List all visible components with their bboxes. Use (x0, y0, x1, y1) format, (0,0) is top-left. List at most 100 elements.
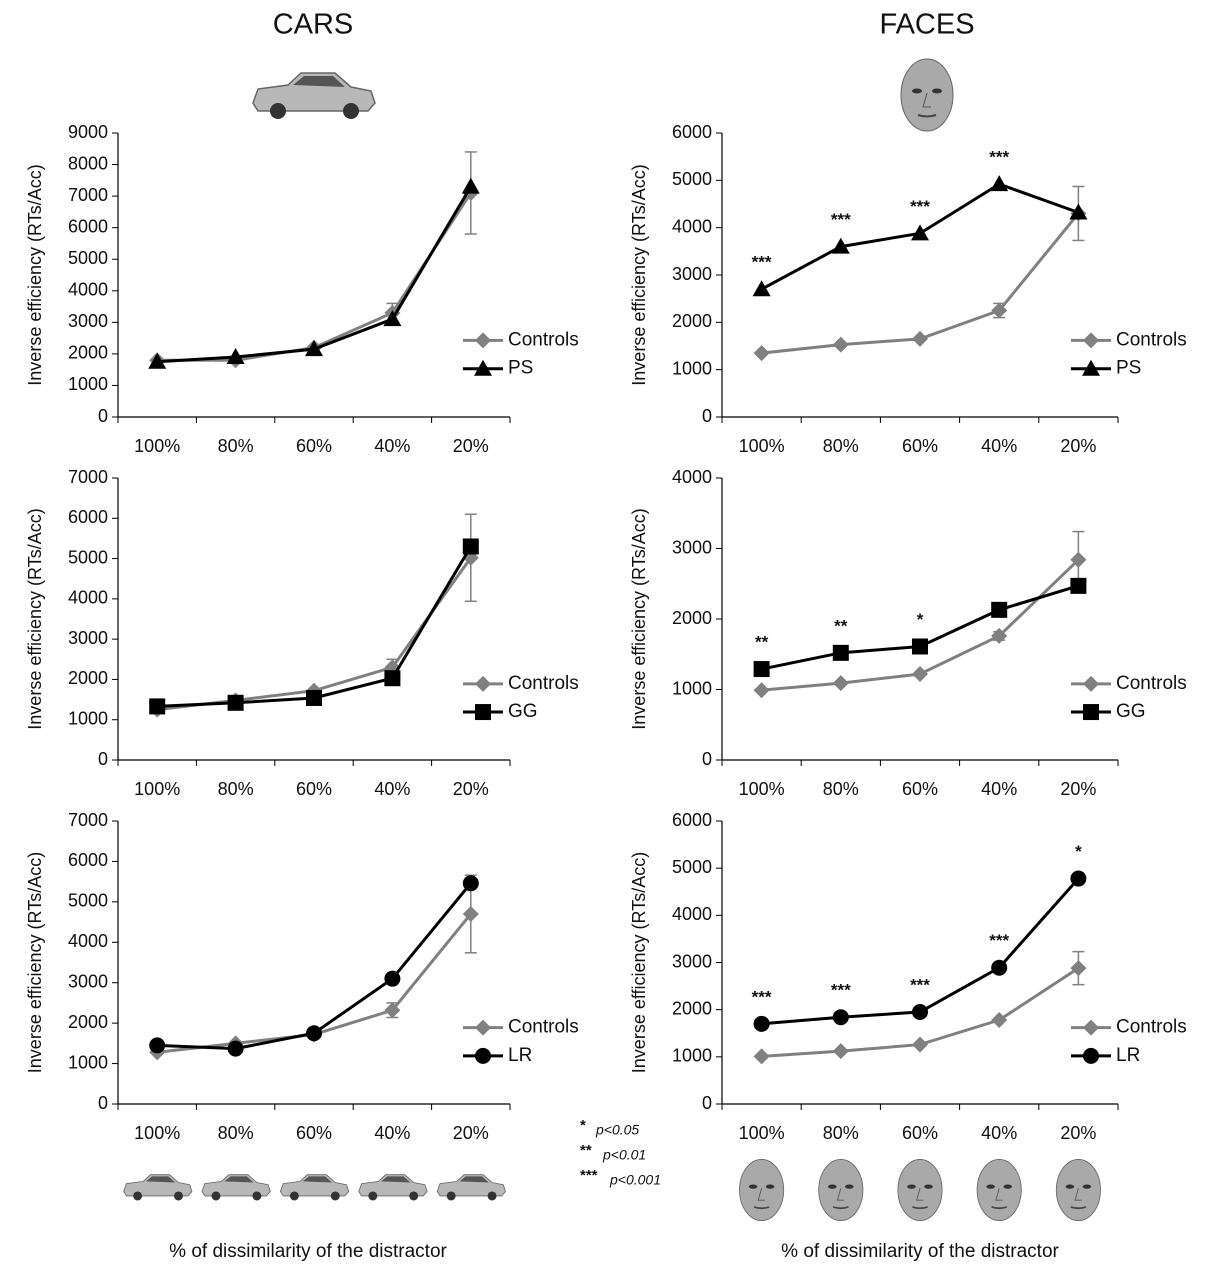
car-wheel (270, 103, 286, 119)
face-image (810, 1154, 872, 1226)
marker (1083, 1019, 1099, 1036)
marker (383, 310, 402, 327)
marker (991, 302, 1008, 319)
x-tick-label: 20% (453, 1123, 489, 1143)
marker (1070, 960, 1087, 977)
key-symbol: * (580, 1117, 586, 1134)
marker (991, 959, 1008, 976)
marker (831, 237, 850, 254)
face-mouth (917, 114, 937, 118)
y-tick-label: 2000 (672, 311, 712, 331)
significance-label: *** (752, 987, 772, 1006)
marker (475, 1047, 491, 1064)
car-image (358, 1174, 428, 1201)
column-title: CARS (273, 9, 354, 41)
y-tick-label: 4000 (68, 280, 108, 300)
face-head (1055, 1158, 1101, 1222)
significance-label: ** (755, 633, 769, 652)
legend-label: PS (508, 358, 533, 379)
marker (832, 644, 849, 661)
legend-entry: Controls (1071, 673, 1187, 694)
car-wheel (211, 1191, 221, 1201)
marker (912, 330, 928, 347)
legend-label: PS (1116, 358, 1141, 379)
column-title: FACES (879, 9, 974, 41)
significance-label: *** (910, 197, 930, 216)
x-tick-label: 20% (1060, 436, 1096, 456)
face-image (891, 53, 963, 137)
marker (832, 336, 849, 353)
x-tick-label: 40% (981, 1123, 1017, 1143)
series-line (157, 192, 473, 362)
marker (226, 348, 245, 365)
significance-label: *** (831, 210, 851, 229)
y-tick-label: 2000 (68, 343, 108, 363)
car-wheel (174, 1191, 183, 1201)
significance-label: *** (910, 976, 930, 995)
y-tick-label: 2000 (68, 668, 108, 688)
face-image (731, 1154, 793, 1226)
legend-label: Controls (1116, 673, 1187, 694)
x-tick-label: 80% (218, 779, 254, 799)
y-tick-label: 7000 (68, 467, 108, 487)
face-head (818, 1158, 864, 1222)
face-head (976, 1158, 1022, 1222)
x-tick-label: 60% (902, 436, 938, 456)
marker (753, 1015, 770, 1032)
legend-entry: Controls (463, 673, 579, 694)
y-tick-label: 0 (98, 406, 108, 426)
y-tick-label: 3000 (68, 311, 108, 331)
x-tick-label: 20% (1060, 1123, 1096, 1143)
legend-label: Controls (1116, 329, 1187, 350)
x-tick-label: 40% (981, 436, 1017, 456)
y-tick-label: 1000 (672, 678, 712, 698)
y-tick-label: 1000 (68, 1052, 108, 1072)
marker (148, 352, 167, 369)
marker (149, 1037, 166, 1054)
face-nose (757, 1188, 765, 1201)
y-tick-label: 4000 (672, 467, 712, 487)
marker (752, 280, 771, 297)
y-tick-label: 3000 (68, 628, 108, 648)
legend-entry: Controls (463, 1017, 579, 1038)
marker (753, 1048, 770, 1065)
significance-label: *** (831, 981, 851, 1000)
face-eye (765, 1184, 775, 1189)
face-eye (1082, 1184, 1092, 1189)
marker (1083, 704, 1099, 721)
car-wheel (368, 1191, 378, 1201)
car-wheel (487, 1191, 497, 1201)
face-eye (748, 1184, 758, 1189)
marker (462, 875, 479, 892)
key-symbol: ** (580, 1142, 592, 1159)
y-tick-label: 6000 (672, 810, 712, 830)
marker (832, 1043, 849, 1060)
y-tick-label: 5000 (68, 891, 108, 911)
face-eye (932, 88, 942, 94)
y-tick-label: 8000 (68, 153, 108, 173)
y-tick-label: 3000 (672, 951, 712, 971)
x-tick-label: 20% (1060, 779, 1096, 799)
x-axis-title: % of dissimilarity of the distractor (781, 1241, 1059, 1262)
marker (227, 694, 244, 711)
car-wheel (409, 1191, 419, 1201)
marker (462, 538, 479, 555)
marker (912, 1004, 928, 1021)
marker (1083, 332, 1099, 349)
y-tick-label: 6000 (68, 507, 108, 527)
y-axis-label: Inverse efficiency (RTs/Acc) (25, 508, 45, 729)
y-tick-label: 0 (98, 749, 108, 769)
x-tick-label: 40% (981, 779, 1017, 799)
legend-entry: Controls (1071, 329, 1187, 350)
face-eye (1065, 1184, 1075, 1189)
car-window (146, 1176, 176, 1183)
marker (991, 601, 1008, 618)
y-tick-label: 0 (702, 1093, 712, 1113)
y-tick-label: 3000 (672, 537, 712, 557)
car-wheel (133, 1191, 143, 1201)
y-tick-label: 9000 (68, 122, 108, 142)
y-tick-label: 0 (702, 406, 712, 426)
key-label: p<0.001 (609, 1172, 661, 1188)
y-tick-label: 4000 (672, 904, 712, 924)
y-tick-label: 5000 (672, 169, 712, 189)
